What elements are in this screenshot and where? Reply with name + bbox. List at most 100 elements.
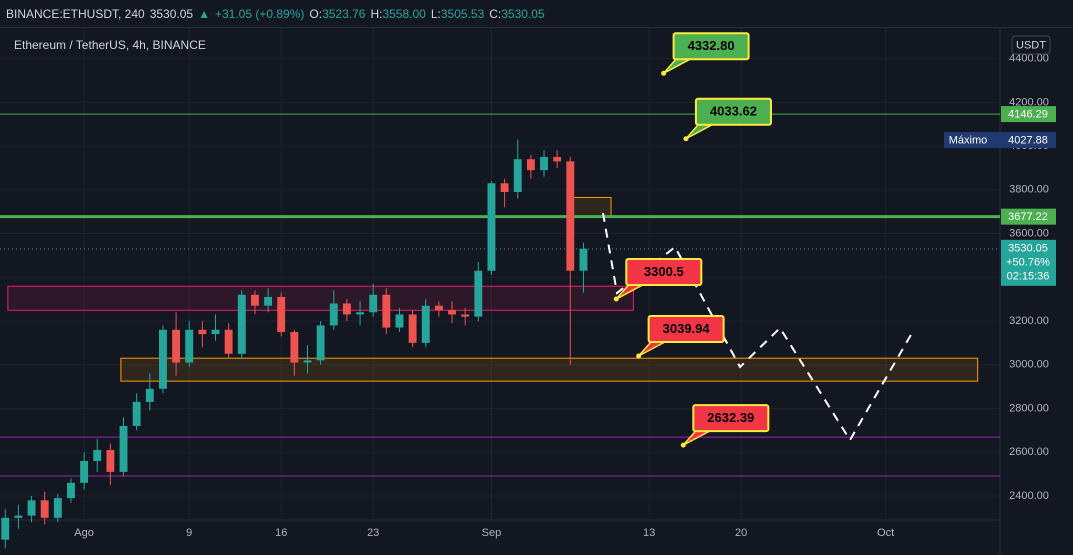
close-label: C: xyxy=(489,6,502,21)
candle-body xyxy=(566,161,575,271)
callout-box xyxy=(647,315,725,344)
callout-box xyxy=(672,32,750,61)
symbol[interactable]: BINANCE:ETHUSDT, 240 xyxy=(6,6,145,21)
callout-anchor xyxy=(680,442,686,448)
candle-body xyxy=(290,331,299,363)
candle-body xyxy=(553,157,562,162)
candle-body xyxy=(356,312,364,315)
drawings xyxy=(0,113,1000,477)
y-tick-label: 3600.00 xyxy=(1009,227,1049,239)
last-price-value: 3530.05 xyxy=(1008,243,1048,255)
candle-body xyxy=(264,296,273,306)
max-label: Máximo xyxy=(949,134,988,146)
bar-countdown: 02:15:36 xyxy=(1007,271,1050,283)
candle-body xyxy=(106,450,115,472)
candle-body xyxy=(500,183,509,192)
candle-body xyxy=(408,314,417,343)
change: +31.05 (+0.89%) xyxy=(214,6,305,21)
candle-body xyxy=(342,303,351,315)
callout-label: 4332.80 xyxy=(688,38,735,53)
candle-body xyxy=(382,294,391,328)
candle-body xyxy=(369,294,378,313)
candle-body xyxy=(316,325,325,361)
callout-box xyxy=(694,97,772,126)
candle-body xyxy=(80,460,89,483)
candle-body xyxy=(53,498,62,518)
high-label: H: xyxy=(370,6,383,21)
candle-body xyxy=(461,314,470,317)
candle-body xyxy=(185,329,194,363)
candle-body xyxy=(487,183,496,271)
callout-anchor xyxy=(613,296,619,302)
candle-body xyxy=(395,314,404,328)
candle-body xyxy=(93,450,102,461)
open-label: O: xyxy=(309,6,323,21)
x-tick-label: 9 xyxy=(186,527,192,539)
price-badge-label: 4146.29 xyxy=(1008,108,1048,120)
high-value: 3558.00 xyxy=(382,6,426,21)
price-badge xyxy=(1001,106,1056,123)
y-tick-label: 2400.00 xyxy=(1009,490,1049,502)
y-tick-label: 3000.00 xyxy=(1009,359,1049,371)
callout-anchor xyxy=(661,70,667,76)
candle-body xyxy=(277,296,286,332)
x-tick-label: Sep xyxy=(482,527,502,539)
last-price: 3530.05 xyxy=(149,6,194,21)
grid xyxy=(0,28,1000,520)
symbol-bar: BINANCE:ETHUSDT, 240 3530.05 ▲ +31.05 (+… xyxy=(0,0,1073,28)
callout-label: 2632.39 xyxy=(707,410,754,425)
last-price-badge xyxy=(1001,239,1056,286)
currency-badge[interactable] xyxy=(1011,35,1051,55)
y-tick-label: 3200.00 xyxy=(1009,315,1049,327)
candle-body xyxy=(513,159,522,192)
candle-body xyxy=(540,157,548,171)
legend-title: Ethereum / TetherUS, 4h, BINANCE xyxy=(14,38,206,52)
candle-body xyxy=(172,329,181,363)
callout-label: 4033.62 xyxy=(710,104,757,119)
open-value: 3523.76 xyxy=(322,6,366,21)
x-tick-label: 13 xyxy=(643,527,655,539)
price-badge-label: 3677.22 xyxy=(1008,211,1048,223)
candle-body xyxy=(303,360,312,363)
last-price-change: +50.76% xyxy=(1006,257,1050,269)
candle-body xyxy=(27,500,36,516)
low-label: L: xyxy=(430,6,441,21)
x-tick-label: Ago xyxy=(74,527,94,539)
candle-body xyxy=(434,305,443,311)
x-tick-label: 23 xyxy=(367,527,379,539)
candle-body xyxy=(329,303,338,326)
projection-path xyxy=(602,212,913,442)
y-tick-label: 3800.00 xyxy=(1009,184,1049,196)
candle-body xyxy=(237,294,246,354)
close-value: 3530.05 xyxy=(501,6,545,21)
callout-box xyxy=(625,258,703,287)
candle-body xyxy=(579,248,588,271)
candle-body xyxy=(250,294,259,306)
candle-body xyxy=(67,482,75,499)
max-value: 4027.88 xyxy=(1008,134,1048,146)
overlay: 2400.002600.002800.003000.003200.003400.… xyxy=(74,32,1056,539)
candle-body xyxy=(14,515,23,518)
candle-body xyxy=(1,517,10,540)
candle-body xyxy=(159,329,167,389)
x-tick-label: Oct xyxy=(877,527,894,539)
y-tick-label: 2600.00 xyxy=(1009,446,1049,458)
arrow: ▲ xyxy=(198,6,210,21)
callout-label: 3039.94 xyxy=(663,321,711,336)
candle-body xyxy=(526,159,535,171)
y-tick-label: 4400.00 xyxy=(1009,53,1049,65)
callout-anchor xyxy=(683,136,689,142)
low-value: 3505.53 xyxy=(440,6,485,21)
candle-body xyxy=(132,401,141,426)
currency: USDT xyxy=(1016,39,1046,51)
zone xyxy=(120,357,979,382)
max-badge xyxy=(944,131,1056,148)
candle-body xyxy=(198,329,207,335)
x-tick-label: 20 xyxy=(735,527,747,539)
zone xyxy=(7,285,634,311)
price-badge xyxy=(1001,208,1056,225)
y-tick-label: 2800.00 xyxy=(1009,402,1049,414)
candle-body xyxy=(211,329,220,335)
